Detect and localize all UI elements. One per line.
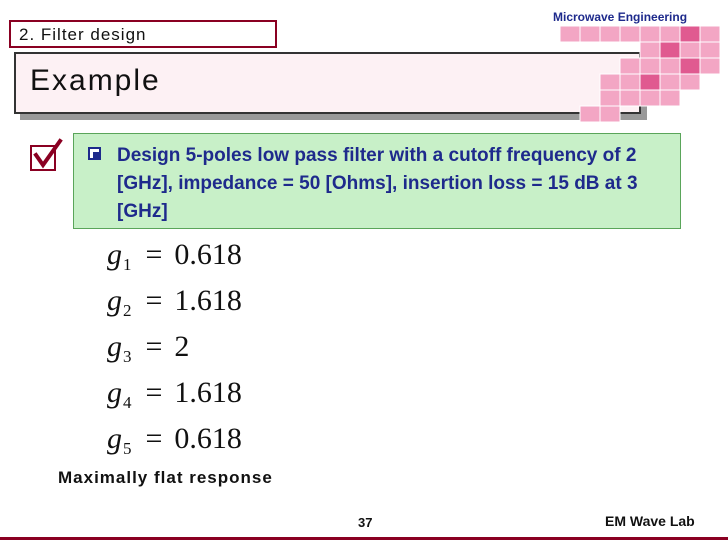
footnote: Maximally flat response (58, 468, 273, 487)
problem-statement-box: Design 5-poles low pass filter with a cu… (73, 133, 681, 229)
equation-g2: g2 = 1.618 (107, 284, 242, 320)
course-label: Microwave Engineering (553, 10, 688, 24)
square-bullet-icon (88, 147, 101, 160)
problem-text: Design 5-poles low pass filter with a cu… (117, 145, 638, 222)
checkmark-icon (30, 138, 63, 171)
title-bar: Example (14, 52, 641, 114)
equation-g5: g5 = 0.618 (107, 422, 242, 458)
equation-g1: g1 = 0.618 (107, 238, 242, 274)
slide-title: Example (30, 64, 161, 97)
section-title: 2. Filter design (19, 25, 147, 44)
equation-g4: g4 = 1.618 (107, 376, 242, 412)
bottom-rule (0, 537, 728, 540)
section-tab: 2. Filter design (9, 20, 277, 48)
lab-label: EM Wave Lab (605, 513, 695, 529)
page-number: 37 (358, 515, 373, 530)
equation-g3: g3 = 2 (107, 330, 190, 366)
